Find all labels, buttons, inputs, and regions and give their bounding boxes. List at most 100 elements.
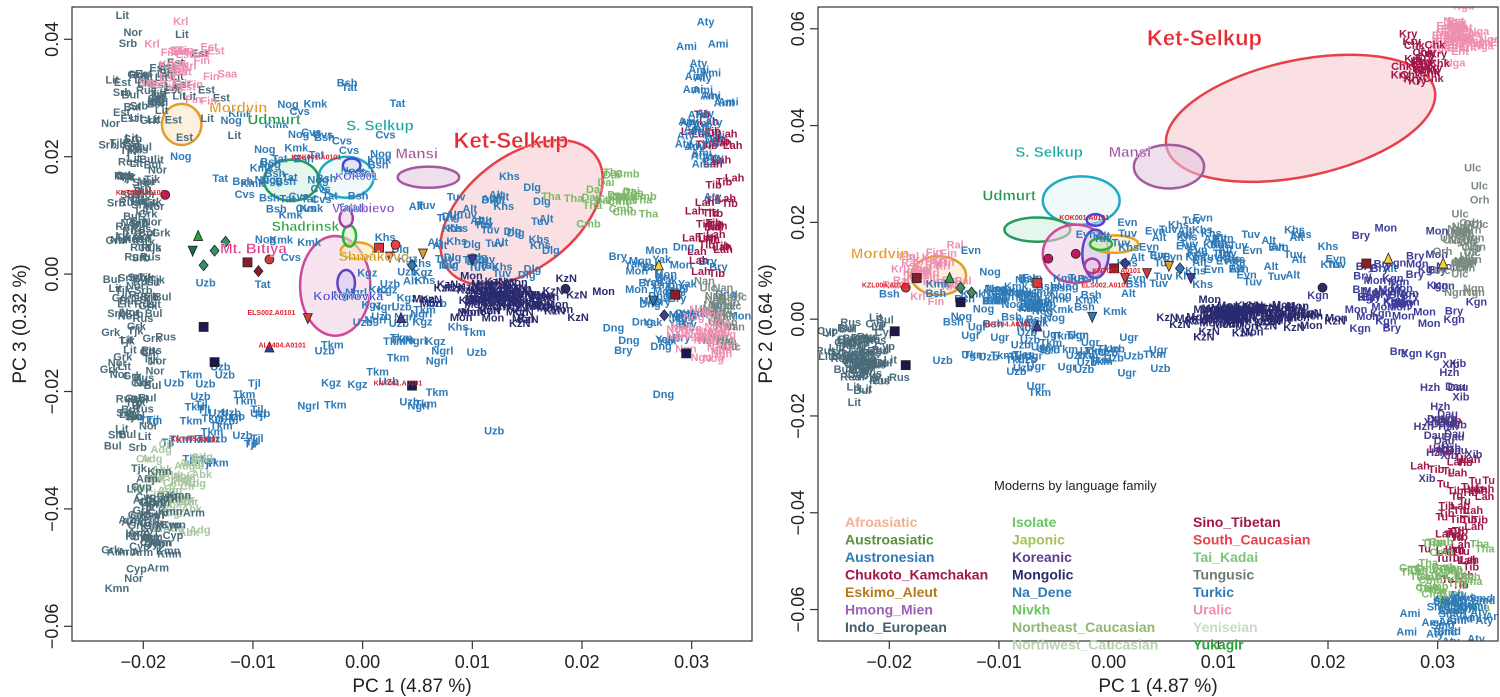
population-label: Tha [603, 167, 623, 179]
population-label: Alt [489, 190, 504, 202]
population-label: Ugr [1024, 351, 1044, 363]
ellipse-kokonovka [298, 234, 372, 337]
y-tick-label: −0.04 [788, 490, 808, 536]
population-label: Bul [854, 357, 872, 369]
population-label: Uzb [467, 347, 487, 359]
population-label: Lit [155, 72, 169, 84]
ancient-sample-marker [406, 259, 418, 272]
population-label: Abk [181, 504, 203, 516]
population-label: Ulc [708, 316, 725, 328]
population-label: Tjk [120, 172, 137, 184]
population-label: KzN [518, 299, 539, 311]
population-label: Tkm [202, 413, 225, 425]
population-label: Bul [842, 333, 860, 345]
legend-item: Sino_Tibetan [1193, 514, 1281, 530]
population-label: Abk [163, 470, 185, 482]
population-label: Aty [675, 138, 694, 150]
population-label: Kmk [1027, 303, 1052, 315]
population-label: Krl [181, 60, 196, 72]
population-label: Khs [1201, 228, 1222, 240]
population-label: Chk [1429, 58, 1451, 70]
population-label: Nog [983, 288, 1004, 300]
population-label: Alt [494, 237, 509, 249]
population-label: Nor [137, 176, 157, 188]
population-label: Tkm [321, 340, 344, 352]
population-label: Bry [1389, 289, 1408, 301]
population-label: KzN [1279, 309, 1300, 321]
population-label: Nga [1443, 15, 1465, 27]
population-label: Rus [129, 290, 150, 302]
population-label: Tat [255, 279, 271, 291]
population-label: Kmn [158, 506, 183, 518]
population-label: Tuv [493, 268, 513, 280]
population-label: Est [165, 115, 182, 127]
population-label: KzN [525, 298, 546, 310]
population-label: Kry [1414, 65, 1433, 77]
population-label: Krl [942, 281, 957, 293]
population-label: Khs [442, 223, 463, 235]
population-label: Tjk [127, 143, 144, 155]
population-label: Alt [539, 213, 554, 225]
population-label: Alt [1130, 252, 1145, 264]
population-label: Chk [1404, 40, 1426, 52]
population-label: Ngn [1455, 257, 1477, 269]
population-label: Mon [1390, 283, 1413, 295]
population-label: Bul [150, 97, 168, 109]
sample-ellipse [1088, 237, 1114, 252]
sample-ellipse [338, 208, 355, 229]
population-label: Tuv [437, 260, 457, 272]
legend-item: Tai_Kadai [1193, 549, 1258, 565]
ancient-sample-marker [944, 271, 955, 283]
population-label: Evn [1117, 217, 1137, 229]
population-label: Ami [1400, 608, 1421, 620]
population-label: Mon [1378, 284, 1401, 296]
population-label: Cyp [865, 318, 886, 330]
x-axis-title: PC 1 (4.87 %) [1098, 676, 1217, 697]
population-label: Ngn [1464, 287, 1486, 299]
population-label: Tjk [143, 354, 160, 366]
population-label: Mon [526, 301, 549, 313]
population-label: Saa [138, 77, 158, 89]
population-label: Lit [151, 91, 165, 103]
population-label: Uzb [1098, 347, 1118, 359]
population-label: Cmb [1432, 562, 1457, 574]
population-label: Alt [409, 201, 424, 213]
population-label: Kmk [1050, 304, 1075, 316]
population-label: Mon [1224, 314, 1247, 326]
ancient-sample-marker [209, 357, 220, 368]
population-label: KzN [437, 279, 458, 291]
population-label: Mon [420, 298, 443, 310]
population-label: KzN [1232, 327, 1253, 339]
y-axis-title: PC 3 (0.32 %) [10, 264, 31, 383]
population-label: Bul [154, 292, 172, 304]
population-label: Nog [697, 333, 718, 345]
legend-item: Tungusic [1193, 567, 1254, 583]
population-label: Ulc [707, 307, 724, 319]
ancient-sample-marker [1119, 273, 1131, 285]
population-label: Ent [1450, 23, 1468, 35]
population-label: Cmb [1430, 547, 1455, 559]
population-label: Lah [1451, 501, 1471, 513]
population-label: Smd [1471, 595, 1495, 607]
population-label: Nga [1453, 1, 1475, 13]
x-tick-label: 0.03 [674, 652, 709, 672]
population-label: Ngn [1450, 226, 1472, 238]
population-label: Kmk [983, 295, 1008, 307]
group-annotation: Shadrinsk [272, 218, 340, 234]
population-label: Bsh [982, 295, 1003, 307]
population-label: Ulc [714, 308, 731, 320]
population-label: Aty [1442, 636, 1461, 648]
population-label: Yak [678, 308, 698, 320]
population-label: Khs [1187, 247, 1208, 259]
population-label: Tha [1443, 563, 1463, 575]
population-label: Nog [666, 324, 687, 336]
population-label: Hzh [1439, 367, 1459, 379]
population-label: Ent [1436, 23, 1454, 35]
population-label: Fin [173, 45, 190, 57]
population-label: Lit [120, 335, 134, 347]
population-label: Ulc [724, 342, 741, 354]
ancient-sample-marker [681, 348, 692, 359]
population-label: Adg [174, 461, 195, 473]
population-label: Lah [1445, 544, 1465, 556]
population-label: Ent [1441, 24, 1459, 36]
